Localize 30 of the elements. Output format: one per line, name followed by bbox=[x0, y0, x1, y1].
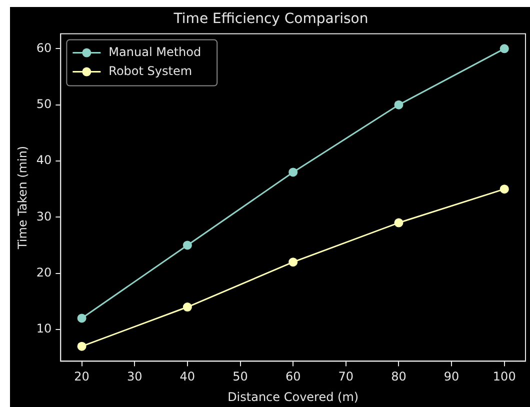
y-tick-label: 50 bbox=[36, 96, 52, 111]
x-tick-label: 70 bbox=[338, 370, 354, 384]
point bbox=[500, 184, 509, 194]
y-tick-label: 60 bbox=[36, 40, 52, 55]
y-tick-label: 30 bbox=[36, 209, 52, 224]
point bbox=[394, 218, 404, 228]
y-axis-title: Time Taken (min) bbox=[15, 146, 30, 250]
x-tick-label: 60 bbox=[285, 370, 301, 384]
point bbox=[77, 314, 86, 323]
y-tick-label: 20 bbox=[36, 265, 52, 280]
legend-label: Manual Method bbox=[108, 44, 202, 59]
point bbox=[182, 302, 192, 312]
chart-title: Time Efficiency Comparison bbox=[172, 11, 368, 28]
x-tick-label: 80 bbox=[391, 370, 406, 384]
x-tick-label: 90 bbox=[444, 370, 460, 384]
point bbox=[288, 258, 298, 267]
point bbox=[500, 44, 509, 54]
x-tick-label: 50 bbox=[232, 370, 248, 384]
point bbox=[182, 240, 192, 250]
y-tick-label: 40 bbox=[36, 153, 52, 168]
x-tick-label: 40 bbox=[180, 370, 196, 384]
x-tick-label: 20 bbox=[74, 370, 90, 384]
point bbox=[394, 100, 404, 110]
point bbox=[77, 342, 86, 351]
x-tick-label: 100 bbox=[492, 370, 516, 384]
point bbox=[288, 168, 298, 177]
legend-label: Robot System bbox=[108, 64, 192, 78]
x-tick-label: 30 bbox=[126, 370, 142, 384]
y-tick-label: 10 bbox=[36, 322, 52, 336]
x-axis-title: Distance Covered (m) bbox=[228, 390, 359, 404]
